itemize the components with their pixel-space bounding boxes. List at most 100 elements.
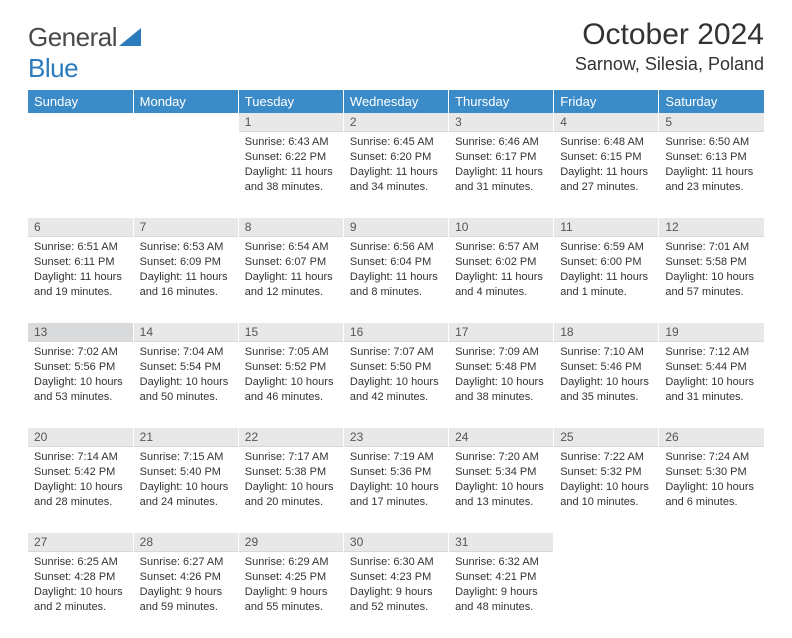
sunset: Sunset: 5:44 PM [665, 360, 758, 375]
day-data: Sunrise: 6:45 AMSunset: 6:20 PMDaylight:… [344, 132, 448, 200]
daylight: Daylight: 11 hours and 34 minutes. [350, 165, 442, 195]
day-data-cell: Sunrise: 7:17 AMSunset: 5:38 PMDaylight:… [238, 447, 343, 533]
sunrise: Sunrise: 7:02 AM [34, 345, 127, 360]
day-data-cell [659, 552, 764, 638]
sunrise: Sunrise: 6:54 AM [245, 240, 337, 255]
day-number-cell: 17 [449, 323, 554, 342]
sunset: Sunset: 5:50 PM [350, 360, 442, 375]
day-data-cell [28, 132, 133, 218]
day-data: Sunrise: 6:32 AMSunset: 4:21 PMDaylight:… [449, 552, 553, 620]
week-data-row: Sunrise: 6:51 AMSunset: 6:11 PMDaylight:… [28, 237, 764, 323]
day-data: Sunrise: 7:20 AMSunset: 5:34 PMDaylight:… [449, 447, 553, 515]
day-number-cell: 31 [449, 533, 554, 552]
day-number-cell: 6 [28, 218, 133, 237]
daylight: Daylight: 11 hours and 38 minutes. [245, 165, 337, 195]
daylight: Daylight: 10 hours and 13 minutes. [455, 480, 547, 510]
day-data: Sunrise: 6:25 AMSunset: 4:28 PMDaylight:… [28, 552, 133, 620]
sunrise: Sunrise: 7:20 AM [455, 450, 547, 465]
sunset: Sunset: 6:13 PM [665, 150, 758, 165]
sunrise: Sunrise: 7:15 AM [140, 450, 232, 465]
daylight: Daylight: 10 hours and 57 minutes. [665, 270, 758, 300]
day-number-cell: 7 [133, 218, 238, 237]
sunrise: Sunrise: 7:09 AM [455, 345, 547, 360]
day-number: 28 [134, 533, 238, 552]
day-number-cell: 5 [659, 113, 764, 132]
sunrise: Sunrise: 6:46 AM [455, 135, 547, 150]
day-data-cell: Sunrise: 7:09 AMSunset: 5:48 PMDaylight:… [449, 342, 554, 428]
day-number: 12 [659, 218, 764, 237]
sunset: Sunset: 5:58 PM [665, 255, 758, 270]
sunrise: Sunrise: 6:57 AM [455, 240, 547, 255]
col-fri: Friday [554, 90, 659, 113]
sunrise: Sunrise: 6:56 AM [350, 240, 442, 255]
day-number: 6 [28, 218, 133, 237]
daylight: Daylight: 9 hours and 48 minutes. [455, 585, 547, 615]
day-number-cell [554, 533, 659, 552]
sunset: Sunset: 5:52 PM [245, 360, 337, 375]
daylight: Daylight: 10 hours and 35 minutes. [560, 375, 652, 405]
col-sun: Sunday [28, 90, 133, 113]
day-number-cell: 27 [28, 533, 133, 552]
daylight: Daylight: 10 hours and 50 minutes. [140, 375, 232, 405]
day-data-cell: Sunrise: 6:43 AMSunset: 6:22 PMDaylight:… [238, 132, 343, 218]
day-data-cell: Sunrise: 7:04 AMSunset: 5:54 PMDaylight:… [133, 342, 238, 428]
sunrise: Sunrise: 7:05 AM [245, 345, 337, 360]
week-daynum-row: 2728293031 [28, 533, 764, 552]
sunrise: Sunrise: 6:25 AM [34, 555, 127, 570]
day-number: 26 [659, 428, 764, 447]
day-data-cell: Sunrise: 6:56 AMSunset: 6:04 PMDaylight:… [343, 237, 448, 323]
week-daynum-row: 6789101112 [28, 218, 764, 237]
sunset: Sunset: 5:34 PM [455, 465, 547, 480]
sunset: Sunset: 6:15 PM [560, 150, 652, 165]
day-data-cell: Sunrise: 7:20 AMSunset: 5:34 PMDaylight:… [449, 447, 554, 533]
logo-triangle-icon [119, 28, 141, 46]
sunrise: Sunrise: 6:59 AM [560, 240, 652, 255]
sunset: Sunset: 5:42 PM [34, 465, 127, 480]
day-data-cell: Sunrise: 6:53 AMSunset: 6:09 PMDaylight:… [133, 237, 238, 323]
day-data: Sunrise: 7:09 AMSunset: 5:48 PMDaylight:… [449, 342, 553, 410]
day-number: 17 [449, 323, 553, 342]
day-number-cell: 3 [449, 113, 554, 132]
title-block: October 2024 Sarnow, Silesia, Poland [575, 18, 764, 75]
header: GeneralBlue October 2024 Sarnow, Silesia… [28, 18, 764, 84]
sunset: Sunset: 4:21 PM [455, 570, 547, 585]
day-data-cell: Sunrise: 6:54 AMSunset: 6:07 PMDaylight:… [238, 237, 343, 323]
day-data-cell: Sunrise: 7:07 AMSunset: 5:50 PMDaylight:… [343, 342, 448, 428]
day-data-cell: Sunrise: 6:32 AMSunset: 4:21 PMDaylight:… [449, 552, 554, 638]
sunset: Sunset: 6:20 PM [350, 150, 442, 165]
daylight: Daylight: 11 hours and 4 minutes. [455, 270, 547, 300]
sunrise: Sunrise: 6:45 AM [350, 135, 442, 150]
sunset: Sunset: 6:17 PM [455, 150, 547, 165]
day-data: Sunrise: 7:22 AMSunset: 5:32 PMDaylight:… [554, 447, 658, 515]
day-number: 16 [344, 323, 448, 342]
col-mon: Monday [133, 90, 238, 113]
day-number-cell [133, 113, 238, 132]
day-number: 24 [449, 428, 553, 447]
day-number: 15 [239, 323, 343, 342]
day-data: Sunrise: 6:59 AMSunset: 6:00 PMDaylight:… [554, 237, 658, 305]
day-number-cell: 19 [659, 323, 764, 342]
day-number-cell: 16 [343, 323, 448, 342]
week-daynum-row: 20212223242526 [28, 428, 764, 447]
sunset: Sunset: 4:23 PM [350, 570, 442, 585]
daylight: Daylight: 10 hours and 24 minutes. [140, 480, 232, 510]
day-data-cell: Sunrise: 7:02 AMSunset: 5:56 PMDaylight:… [28, 342, 133, 428]
col-sat: Saturday [659, 90, 764, 113]
day-number-cell: 28 [133, 533, 238, 552]
day-data-cell: Sunrise: 6:27 AMSunset: 4:26 PMDaylight:… [133, 552, 238, 638]
day-data-cell: Sunrise: 7:05 AMSunset: 5:52 PMDaylight:… [238, 342, 343, 428]
day-number: 21 [134, 428, 238, 447]
daylight: Daylight: 11 hours and 1 minute. [560, 270, 652, 300]
day-number-cell: 26 [659, 428, 764, 447]
calendar-table: Sunday Monday Tuesday Wednesday Thursday… [28, 90, 764, 638]
daylight: Daylight: 10 hours and 46 minutes. [245, 375, 337, 405]
day-number: 11 [554, 218, 658, 237]
day-number-cell: 23 [343, 428, 448, 447]
sunset: Sunset: 4:28 PM [34, 570, 127, 585]
col-thu: Thursday [449, 90, 554, 113]
day-data-cell: Sunrise: 6:45 AMSunset: 6:20 PMDaylight:… [343, 132, 448, 218]
logo-text: GeneralBlue [28, 22, 141, 84]
day-number-cell: 22 [238, 428, 343, 447]
day-data: Sunrise: 7:02 AMSunset: 5:56 PMDaylight:… [28, 342, 133, 410]
col-wed: Wednesday [343, 90, 448, 113]
